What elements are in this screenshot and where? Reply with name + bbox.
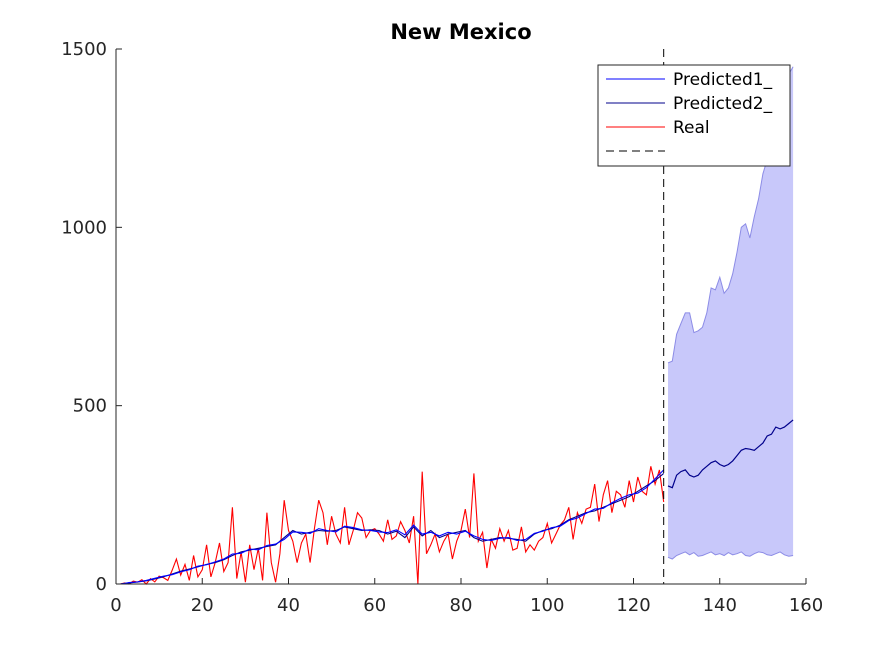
- legend-box: [597, 64, 791, 167]
- x-tick-label: 40: [277, 595, 300, 616]
- legend-label: Predicted1_: [673, 70, 773, 90]
- x-tick-label: 60: [363, 595, 386, 616]
- prediction-median-line: [667, 419, 794, 489]
- y-tick-label: 0: [96, 574, 107, 595]
- prediction-band-area: [668, 66, 794, 560]
- chart-title: New Mexico: [390, 20, 531, 44]
- y-tick-label: 1000: [61, 217, 107, 238]
- x-tick-label: 20: [191, 595, 214, 616]
- ticks-layer: 0 20 40 60 80 100 120 140 160 0 500 1000 1500: [61, 39, 823, 616]
- y-tick-label: 1500: [61, 39, 107, 60]
- x-tick-label: 140: [703, 595, 737, 616]
- legend-label: Real: [673, 118, 710, 138]
- series-line-real: [120, 466, 665, 585]
- legend: Predicted1_ Predicted2_ Real: [597, 64, 791, 167]
- prediction-band-lower-line: [667, 551, 794, 560]
- x-tick-label: 80: [450, 595, 473, 616]
- x-tick-label: 100: [530, 595, 564, 616]
- legend-label: Predicted2_: [673, 94, 773, 114]
- series-line-predicted2: [120, 472, 665, 585]
- y-tick-label: 500: [73, 396, 107, 417]
- x-tick-label: 0: [110, 595, 121, 616]
- series-line-predicted1: [120, 469, 665, 585]
- series-layer: [120, 466, 665, 585]
- x-tick-label: 160: [789, 595, 823, 616]
- x-tick-label: 120: [616, 595, 650, 616]
